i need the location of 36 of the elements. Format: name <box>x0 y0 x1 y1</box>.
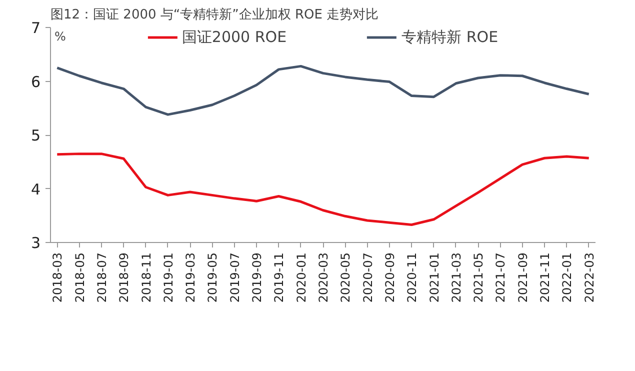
x-tick-label: 2020-01 <box>294 252 308 303</box>
y-tick-label: 4 <box>30 180 41 198</box>
y-axis-title: % <box>54 30 66 44</box>
x-tick-label: 2019-07 <box>228 252 242 303</box>
legend-label: 专精特新 ROE <box>402 28 498 46</box>
line-series <box>56 152 590 226</box>
chart-title: 图12：国证 2000 与“专精特新”企业加权 ROE 走势对比 <box>50 8 379 22</box>
x-tick-label: 2020-09 <box>382 252 397 303</box>
y-tick-label: 7 <box>30 19 41 37</box>
x-tick-label: 2022-01 <box>560 252 574 303</box>
x-tick-label: 2019-03 <box>184 252 198 303</box>
y-tick-label: 3 <box>30 234 41 252</box>
x-tick-label: 2018-11 <box>139 252 154 303</box>
x-tick-label: 2020-05 <box>338 252 353 303</box>
line-series <box>56 64 590 116</box>
x-tick-label: 2021-09 <box>516 252 530 303</box>
x-tick-label: 2018-07 <box>94 252 109 303</box>
x-tick-label: 2019-09 <box>250 252 264 303</box>
x-tick-label: 2019-05 <box>206 252 220 303</box>
legend-label: 国证2000 ROE <box>182 28 287 46</box>
x-tick-label: 2018-09 <box>117 252 132 303</box>
x-tick-label: 2018-05 <box>72 252 87 303</box>
x-tick-label: 2020-11 <box>405 252 420 303</box>
x-tick-label: 2019-01 <box>161 252 176 303</box>
x-tick-label: 2021-07 <box>494 252 508 303</box>
x-tick-label: 2020-07 <box>360 252 375 303</box>
x-tick-label: 2019-11 <box>272 252 286 303</box>
x-tick-label: 2022-03 <box>582 252 596 303</box>
y-tick-label: 6 <box>30 72 41 91</box>
x-tick-label: 2021-01 <box>427 252 442 303</box>
x-tick-label: 2021-03 <box>449 252 464 303</box>
x-tick-label: 2020-03 <box>316 252 330 303</box>
x-tick-label: 2021-11 <box>538 252 552 303</box>
x-tick-label: 2018-03 <box>50 252 65 303</box>
x-tick-label: 2021-05 <box>472 252 486 303</box>
y-tick-label: 5 <box>30 126 41 144</box>
